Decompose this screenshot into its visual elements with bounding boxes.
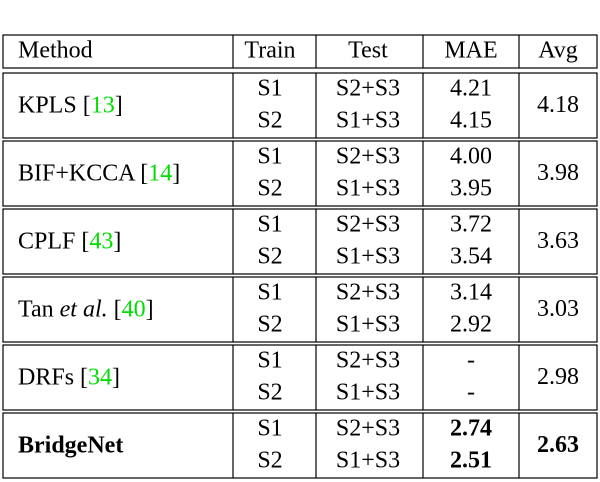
ref-number: 13 — [91, 92, 115, 118]
ref-number: 34 — [88, 364, 112, 390]
mae-cell: 4.15 — [450, 108, 492, 134]
ref-bracket: [ — [81, 228, 89, 254]
ref-bracket: [ — [114, 296, 122, 322]
mae-cell: 3.54 — [450, 244, 492, 270]
cell-border — [2, 412, 598, 479]
train-cell: S1 — [257, 348, 282, 374]
train-cell: S1 — [257, 416, 282, 442]
method-name: Tan — [18, 296, 54, 322]
test-cell: S2+S3 — [336, 144, 400, 170]
avg-cell: 3.63 — [537, 228, 579, 254]
train-cell: S1 — [257, 212, 282, 238]
header-cell: Method — [18, 38, 93, 64]
ref-bracket: ] — [115, 92, 123, 118]
test-cell: S1+S3 — [336, 380, 400, 406]
method-name: DRFs — [18, 364, 74, 390]
method-name: BridgeNet — [18, 432, 123, 458]
method-name: BIF+KCCA — [18, 160, 136, 186]
header-cell: Train — [244, 38, 295, 64]
cell-border — [2, 140, 598, 207]
method-cell: CPLF [43] — [18, 228, 121, 254]
method-cell: DRFs [34] — [18, 364, 120, 390]
avg-cell: 4.18 — [537, 92, 579, 118]
method-cell: BIF+KCCA [14] — [18, 160, 180, 186]
test-cell: S1+S3 — [336, 312, 400, 338]
ref-bracket: [ — [83, 92, 91, 118]
mae-cell: 2.51 — [450, 448, 492, 474]
header-cell: Test — [348, 38, 388, 64]
avg-cell: 2.98 — [537, 364, 579, 390]
mae-cell: - — [467, 380, 475, 406]
test-cell: S1+S3 — [336, 176, 400, 202]
test-cell: S1+S3 — [336, 244, 400, 270]
avg-cell: 2.63 — [537, 432, 579, 458]
train-cell: S1 — [257, 280, 282, 306]
train-cell: S2 — [257, 448, 282, 474]
test-cell: S1+S3 — [336, 448, 400, 474]
train-cell: S2 — [257, 108, 282, 134]
ref-bracket: ] — [113, 228, 121, 254]
avg-cell: 3.98 — [537, 160, 579, 186]
mae-cell: - — [467, 348, 475, 374]
ref-number: 43 — [89, 228, 113, 254]
train-cell: S2 — [257, 244, 282, 270]
mae-cell: 4.21 — [450, 76, 492, 102]
test-cell: S2+S3 — [336, 416, 400, 442]
cell-border — [2, 276, 598, 343]
mae-cell: 3.14 — [450, 280, 492, 306]
mae-cell: 3.95 — [450, 176, 492, 202]
method-name: KPLS — [18, 92, 77, 118]
method-name: CPLF — [18, 228, 75, 254]
ref-bracket: [ — [140, 160, 148, 186]
train-cell: S1 — [257, 144, 282, 170]
ref-bracket: ] — [172, 160, 180, 186]
header-cell: MAE — [444, 38, 497, 64]
method-cell: KPLS [13] — [18, 92, 123, 118]
test-cell: S2+S3 — [336, 212, 400, 238]
header-cell: Avg — [538, 38, 578, 64]
cell-border — [2, 344, 598, 411]
method-cell: Tan et al. [40] — [18, 296, 154, 322]
method-em: et al. — [60, 296, 108, 322]
cell-border — [2, 208, 598, 275]
train-cell: S1 — [257, 76, 282, 102]
ref-number: 40 — [122, 296, 146, 322]
mae-cell: 2.92 — [450, 312, 492, 338]
test-cell: S2+S3 — [336, 348, 400, 374]
mae-cell: 2.74 — [450, 416, 492, 442]
test-cell: S1+S3 — [336, 108, 400, 134]
method-cell: BridgeNet — [18, 432, 123, 458]
train-cell: S2 — [257, 380, 282, 406]
ref-number: 14 — [148, 160, 172, 186]
ref-bracket: ] — [112, 364, 120, 390]
avg-cell: 3.03 — [537, 296, 579, 322]
train-cell: S2 — [257, 312, 282, 338]
mae-cell: 4.00 — [450, 144, 492, 170]
cell-border — [2, 34, 598, 69]
train-cell: S2 — [257, 176, 282, 202]
ref-bracket: ] — [146, 296, 154, 322]
cell-border — [2, 72, 598, 139]
ref-bracket: [ — [80, 364, 88, 390]
test-cell: S2+S3 — [336, 280, 400, 306]
mae-cell: 3.72 — [450, 212, 492, 238]
test-cell: S2+S3 — [336, 76, 400, 102]
